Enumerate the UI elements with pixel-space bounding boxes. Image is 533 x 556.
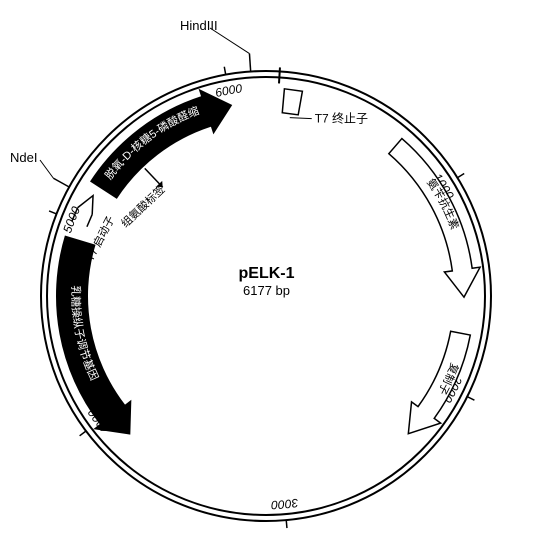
plasmid-name: pELK-1 [239, 265, 295, 283]
svg-text:T7 终止子: T7 终止子 [315, 111, 368, 126]
center-label: pELK-1 6177 bp [239, 265, 295, 298]
svg-text:5000: 5000 [60, 204, 83, 235]
plasmid-size: 6177 bp [239, 283, 295, 298]
svg-text:组氨酸标签: 组氨酸标签 [118, 182, 168, 230]
plasmid-map-container: 1000200030004000500060002-脱氧-D-核糖5-磷酸醛缩酶… [0, 0, 533, 556]
svg-text:6000: 6000 [214, 81, 244, 100]
restriction-site-label: NdeI [10, 150, 37, 165]
restriction-site-label: HindIII [180, 18, 218, 33]
svg-text:3000: 3000 [271, 496, 300, 512]
